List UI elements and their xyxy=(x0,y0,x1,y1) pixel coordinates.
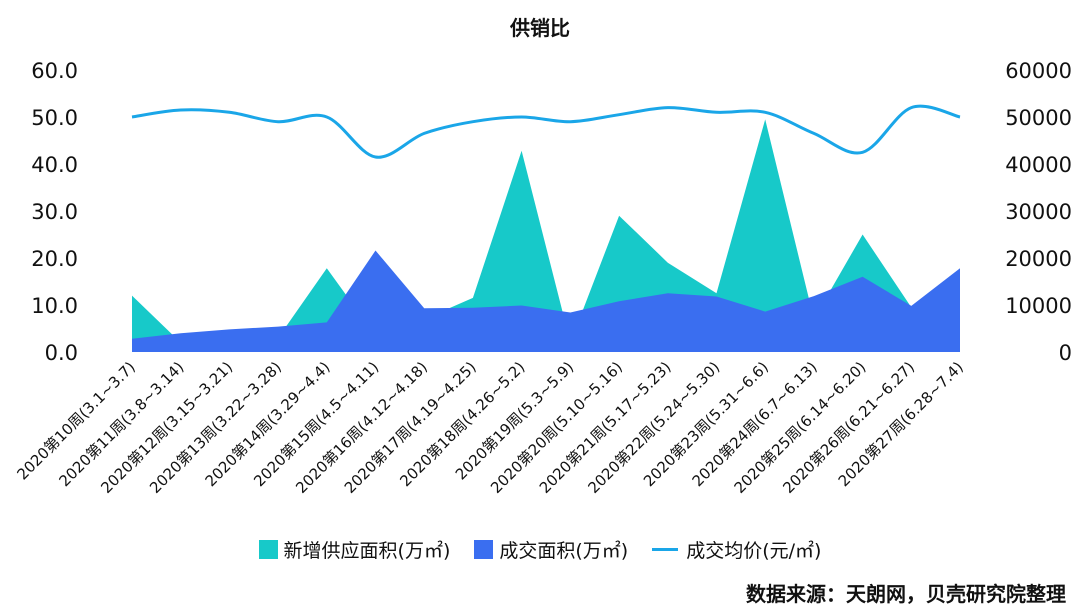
deal-area-series xyxy=(132,250,960,352)
legend-label-supply: 新增供应面积(万㎡) xyxy=(283,540,451,562)
left-axis-tick-label: 10.0 xyxy=(31,294,78,318)
right-axis-tick-label: 40000 xyxy=(1005,153,1072,177)
left-axis-tick-label: 60.0 xyxy=(31,59,78,83)
right-axis-tick-label: 30000 xyxy=(1005,200,1072,224)
legend-item-deal-area: 成交面积(万㎡) xyxy=(474,536,628,563)
left-axis-tick-label: 0.0 xyxy=(45,341,78,365)
source-note: 数据来源：天朗网，贝壳研究院整理 xyxy=(746,582,1066,606)
right-axis-tick-label: 0 xyxy=(1059,341,1072,365)
supply-area-series xyxy=(132,119,960,353)
legend-item-supply: 新增供应面积(万㎡) xyxy=(258,536,451,563)
legend-swatch-supply xyxy=(258,540,278,559)
chart-legend: 新增供应面积(万㎡) 成交面积(万㎡) 成交均价(元/㎡) xyxy=(0,536,1080,563)
right-axis-tick-label: 50000 xyxy=(1005,106,1072,130)
left-axis-tick-label: 20.0 xyxy=(31,247,78,271)
right-axis-tick-label: 60000 xyxy=(1005,59,1072,83)
right-axis-tick-label: 10000 xyxy=(1005,294,1072,318)
legend-label-deal-area: 成交面积(万㎡) xyxy=(499,540,629,562)
chart-title: 供销比 xyxy=(510,16,570,40)
legend-swatch-avg-price xyxy=(652,548,679,551)
left-axis-tick-label: 30.0 xyxy=(31,200,78,224)
legend-item-avg-price: 成交均价(元/㎡) xyxy=(652,536,821,563)
legend-swatch-deal-area xyxy=(474,540,494,559)
avg-price-line-series xyxy=(131,104,961,159)
left-axis-tick-label: 50.0 xyxy=(31,106,78,130)
right-axis-tick-label: 20000 xyxy=(1005,247,1072,271)
left-axis-tick-label: 40.0 xyxy=(31,153,78,177)
legend-label-avg-price: 成交均价(元/㎡) xyxy=(686,540,822,562)
